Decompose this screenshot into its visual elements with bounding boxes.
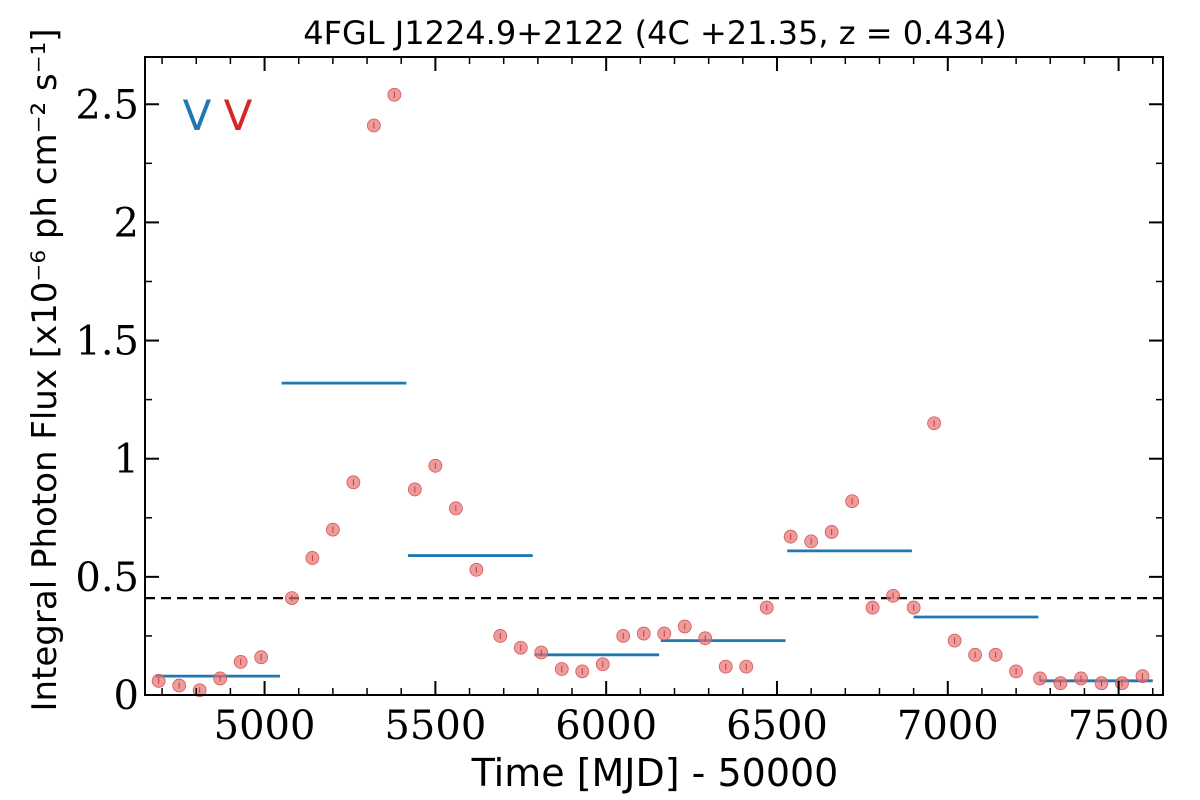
y-tick-label: 1.5: [75, 319, 139, 365]
y-tick-label: 2: [114, 200, 139, 246]
x-tick-label: 6500: [726, 703, 828, 749]
y-axis-label: Integral Photon Flux [x10⁻⁶ ph cm⁻² s⁻¹]: [25, 28, 65, 711]
x-tick-label: 5500: [384, 703, 486, 749]
flux-points-series: [151, 87, 1150, 698]
binned-series: [155, 381, 1153, 683]
marker-v-0: V: [183, 91, 212, 140]
x-tick-label: 7500: [1068, 703, 1170, 749]
x-tick-label: 6000: [555, 703, 657, 749]
x-tick-label: 5000: [214, 703, 316, 749]
y-tick-label: 0: [114, 673, 139, 719]
x-tick-label: 7000: [897, 703, 999, 749]
axis-ticks: 5000 5500 6000 6500 7000 7500 0 0.5 1 1.5 2 2.5: [75, 57, 1169, 749]
plot-frame: [144, 56, 1164, 696]
x-axis-label: Time [MJD] - 50000: [471, 751, 839, 795]
y-tick-label: 0.5: [75, 555, 139, 601]
chart-title: 4FGL J1224.9+2122 (4C +21.35, z = 0.434): [303, 14, 1007, 52]
marker-v-1: V: [224, 91, 253, 140]
y-tick-label: 1: [114, 437, 139, 483]
y-tick-label: 2.5: [75, 82, 139, 128]
